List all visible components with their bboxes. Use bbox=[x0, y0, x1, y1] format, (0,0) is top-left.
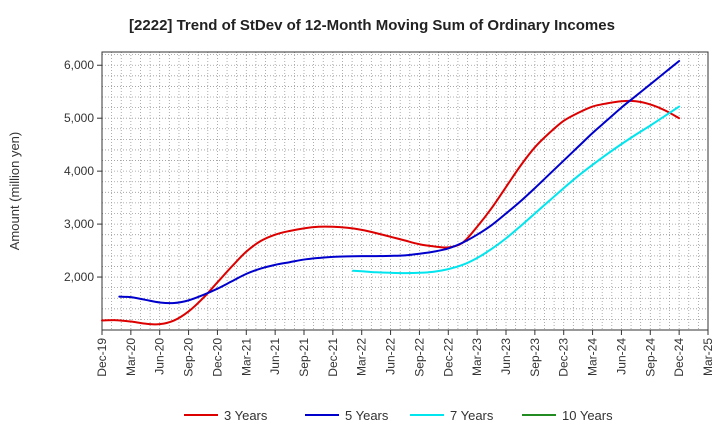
x-tick-label: Dec-24 bbox=[672, 338, 686, 377]
x-tick-label: Mar-21 bbox=[239, 338, 253, 376]
series-line-7-years bbox=[352, 105, 681, 275]
chart-title: [2222] Trend of StDev of 12-Month Moving… bbox=[129, 17, 615, 34]
x-tick-label: Sep-23 bbox=[528, 338, 542, 377]
x-tick-label: Mar-24 bbox=[586, 338, 600, 376]
x-tick-label: Dec-20 bbox=[210, 338, 224, 377]
series-line-5-years bbox=[118, 60, 681, 305]
x-tick-label: Dec-22 bbox=[441, 338, 455, 377]
y-tick-label: 4,000 bbox=[64, 164, 94, 178]
x-tick-label: Mar-25 bbox=[701, 338, 715, 376]
y-tick-label: 5,000 bbox=[64, 111, 94, 125]
legend-label-10-years: 10 Years bbox=[562, 408, 613, 423]
x-tick-label: Jun-20 bbox=[153, 338, 167, 375]
grid bbox=[101, 52, 709, 330]
x-tick-label: Mar-23 bbox=[470, 338, 484, 376]
series-line-3-years bbox=[101, 99, 681, 326]
y-tick-label: 6,000 bbox=[64, 58, 94, 72]
x-tick-label: Mar-22 bbox=[355, 338, 369, 376]
x-axis-ticks: Dec-19 Mar-20 Jun-20 Sep-20 Dec-20 Mar-21 Jun-… bbox=[95, 330, 715, 377]
x-tick-label: Mar-20 bbox=[124, 338, 138, 376]
x-tick-label: Sep-22 bbox=[412, 338, 426, 377]
y-axis-ticks: 2,000 3,000 4,000 5,000 6,000 bbox=[64, 58, 102, 284]
plot-area bbox=[101, 51, 709, 331]
y-axis-label: Amount (million yen) bbox=[7, 132, 22, 251]
x-tick-label: Jun-24 bbox=[614, 338, 628, 375]
x-tick-label: Sep-21 bbox=[297, 338, 311, 377]
x-tick-label: Dec-19 bbox=[95, 338, 109, 377]
x-tick-label: Dec-23 bbox=[557, 338, 571, 377]
x-tick-label: Jun-22 bbox=[384, 338, 398, 375]
legend: 3 Years 5 Years 7 Years 10 Years bbox=[184, 408, 613, 423]
x-tick-label: Sep-20 bbox=[182, 338, 196, 377]
legend-label-5-years: 5 Years bbox=[345, 408, 389, 423]
y-tick-label: 2,000 bbox=[64, 270, 94, 284]
x-tick-label: Sep-24 bbox=[643, 338, 657, 377]
legend-label-7-years: 7 Years bbox=[450, 408, 494, 423]
x-tick-label: Dec-21 bbox=[326, 338, 340, 377]
series-layer bbox=[101, 60, 681, 326]
y-tick-label: 3,000 bbox=[64, 217, 94, 231]
legend-label-3-years: 3 Years bbox=[224, 408, 268, 423]
x-tick-label: Jun-21 bbox=[268, 338, 282, 375]
x-tick-label: Jun-23 bbox=[499, 338, 513, 375]
